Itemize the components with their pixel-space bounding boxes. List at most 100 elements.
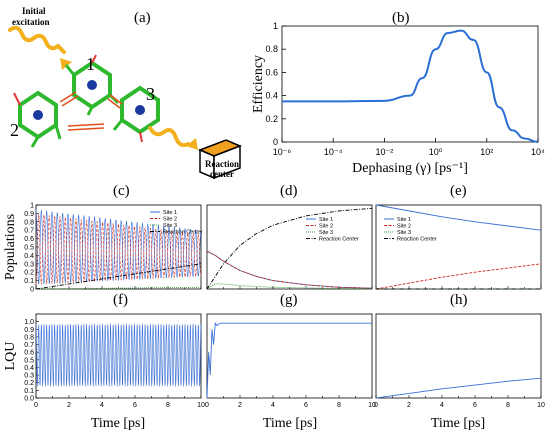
transfer-arrow-icon [148, 126, 190, 148]
ytick-label: 1 [30, 203, 34, 210]
series-reaction-center-line [35, 263, 202, 290]
ytick-label: 0.1 [24, 278, 34, 285]
efficiency-curve [281, 29, 539, 143]
xtick-label: 4 [440, 402, 444, 409]
series-site-2-line [375, 263, 542, 290]
ytick-label: 0.7 [24, 342, 34, 349]
series-site-1-line [35, 209, 202, 285]
initial-excitation-label-line1: Initial [22, 6, 46, 16]
ytick-label: 0.2 [24, 270, 34, 277]
xtick-label: 8 [506, 402, 510, 409]
lqu-g-xlabel: Time [ps] [263, 416, 317, 431]
reaction-center-label-line2: center [210, 169, 234, 179]
ytick-label: 0.6 [24, 236, 34, 243]
ytick-label: 0.4 [24, 365, 34, 372]
efficiency-xtick-label: 10⁻² [376, 147, 394, 157]
efficiency-ytick-label: 0 [273, 137, 278, 147]
panel-label-b: (b) [392, 10, 410, 26]
populations-ylabel: Populations [3, 214, 18, 280]
efficiency-ytick-label: 0.4 [265, 91, 278, 101]
excitation-arrow-icon [8, 25, 66, 54]
xtick-label: 2 [67, 402, 71, 409]
xtick-label: 8 [337, 402, 341, 409]
series-site-1-line [206, 250, 373, 289]
ytick-label: 0.0 [24, 396, 34, 403]
xtick-label: 10 [368, 402, 376, 409]
ytick-label: 0.8 [24, 219, 34, 226]
ytick-label: 0.6 [24, 350, 34, 357]
site-number-3: 3 [146, 84, 155, 104]
reaction-center-label-line1: Reaction [205, 159, 239, 169]
lqu-plot-g-frame [206, 313, 373, 399]
lqu-plot-h: Time [ps] 0 2 4 6 8 10 [374, 313, 545, 431]
efficiency-xtick-label: 10⁴ [531, 147, 545, 157]
xtick-label: 10 [197, 402, 205, 409]
lqu-h-line [375, 377, 542, 399]
legend-label: Site 2 [397, 224, 411, 230]
lqu-plot-f: LQU Time [ps] 0 2 4 6 8 100.00.10.20.30.40.50… [3, 313, 205, 431]
panel-label-d: (d) [280, 183, 298, 199]
efficiency-xtick-label: 10² [480, 147, 493, 157]
efficiency-plot-frame [281, 25, 539, 143]
xtick-label: 2 [407, 402, 411, 409]
legend-label: Site 3 [163, 223, 177, 229]
efficiency-ytick-label: 0.6 [265, 67, 278, 77]
lqu-h-xlabel: Time [ps] [431, 416, 485, 431]
initial-excitation-label-line2: excitation [12, 17, 50, 27]
xtick-label: 6 [133, 402, 137, 409]
efficiency-xtick-label: 10⁻⁴ [324, 147, 343, 157]
efficiency-xlabel: Dephasing (γ) [ps⁻¹] [352, 161, 468, 176]
ytick-label: 0.3 [24, 373, 34, 380]
panel-label-f: (f) [113, 292, 128, 308]
ytick-label: 0.9 [24, 211, 34, 218]
efficiency-xtick-label: 10⁻⁶ [273, 147, 292, 157]
legend-label: Site 1 [397, 217, 411, 223]
xtick-label: 0 [205, 402, 209, 409]
ytick-label: 0.5 [24, 357, 34, 364]
xtick-label: 4 [100, 402, 104, 409]
legend-label: Site 2 [163, 217, 177, 223]
lqu-g-line [206, 321, 372, 399]
legend-label: Reaction Center [319, 237, 359, 243]
coupling-lines [59, 91, 123, 131]
populations-plot-d-frame [206, 204, 373, 290]
panel-label-c: (c) [113, 183, 130, 199]
ytick-label: 0.4 [24, 253, 34, 260]
legend-label: Reaction Center [397, 237, 437, 243]
xtick-label: 0 [34, 402, 38, 409]
series-site-2-line [206, 250, 373, 289]
ytick-label: 0.9 [24, 327, 34, 334]
xtick-label: 8 [166, 402, 170, 409]
site-number-2: 2 [10, 120, 19, 140]
transfer-arrowhead-icon [186, 138, 198, 150]
xtick-label: 4 [271, 402, 275, 409]
legend-label: Site 1 [319, 217, 333, 223]
panel-label-h: (h) [450, 292, 468, 308]
ytick-label: 0.2 [24, 380, 34, 387]
series-reaction-center-line [206, 207, 373, 290]
xtick-label: 2 [238, 402, 242, 409]
panel-label-g: (g) [280, 292, 298, 308]
efficiency-xtick-label: 10⁰ [429, 147, 443, 157]
panel-label-e: (e) [450, 183, 467, 199]
ytick-label: 0 [30, 287, 34, 294]
schematic: Initial excitation [8, 6, 242, 180]
series-site-3-line [206, 283, 373, 290]
legend-label: Site 1 [163, 210, 177, 216]
lqu-f-line [35, 323, 202, 387]
ytick-label: 0.8 [24, 334, 34, 341]
ytick-label: 0.7 [24, 228, 34, 235]
xtick-label: 10 [537, 402, 545, 409]
excitation-arrowhead-icon [60, 58, 72, 70]
ytick-label: 0.5 [24, 245, 34, 252]
lqu-plot-g: Time [ps] 0 2 4 6 8 10 [205, 313, 376, 431]
lqu-plot-h-frame [375, 313, 542, 399]
xtick-label: 6 [473, 402, 477, 409]
lqu-ylabel: LQU [3, 342, 18, 371]
xtick-label: 0 [374, 402, 378, 409]
efficiency-ytick-label: 0.2 [265, 114, 278, 124]
efficiency-ytick-label: 1 [273, 21, 278, 31]
series-site-3-line [35, 286, 202, 290]
